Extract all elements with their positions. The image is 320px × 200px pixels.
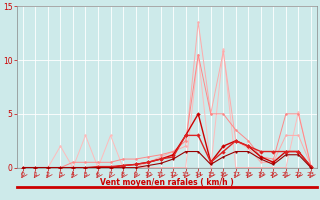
X-axis label: Vent moyen/en rafales ( km/h ): Vent moyen/en rafales ( km/h ) — [100, 178, 234, 187]
